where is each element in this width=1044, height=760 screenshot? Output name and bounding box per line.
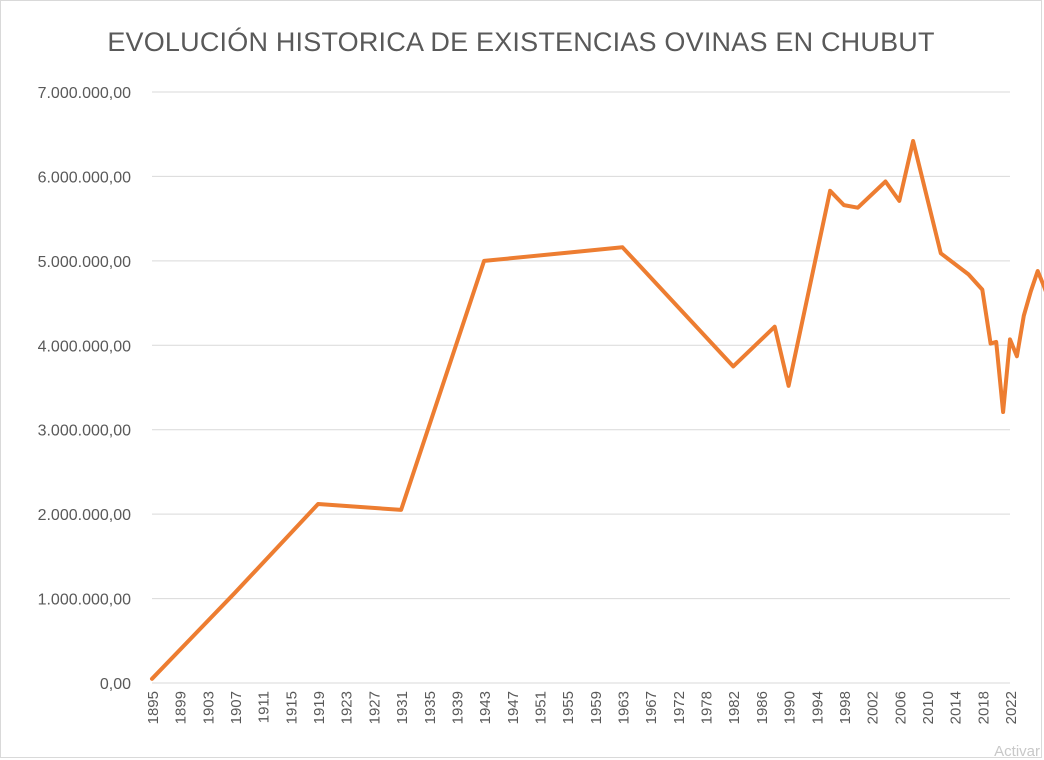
y-tick-label: 4.000.000,00 bbox=[38, 338, 132, 355]
x-tick-label: 1947 bbox=[505, 691, 522, 724]
x-tick-label: 1927 bbox=[366, 691, 383, 724]
activation-watermark: Activar bbox=[994, 743, 1040, 760]
x-tick-label: 1978 bbox=[699, 691, 716, 724]
y-tick-label: 5.000.000,00 bbox=[38, 254, 132, 271]
x-tick-label: 2002 bbox=[865, 691, 882, 724]
x-tick-label: 1915 bbox=[283, 691, 300, 724]
x-tick-label: 1903 bbox=[200, 691, 217, 724]
x-tick-label: 1907 bbox=[228, 691, 245, 724]
x-tick-label: 1963 bbox=[616, 691, 633, 724]
series-line bbox=[150, 139, 1044, 681]
series-layer bbox=[150, 139, 1044, 681]
gridlines bbox=[152, 91, 1010, 684]
x-tick-label: 1990 bbox=[782, 691, 799, 724]
x-tick-label: 1923 bbox=[339, 691, 356, 724]
y-tick-label: 0,00 bbox=[100, 676, 131, 693]
x-tick-label: 2014 bbox=[948, 691, 965, 724]
x-tick-label: 2022 bbox=[1003, 691, 1020, 724]
y-tick-label: 1.000.000,00 bbox=[38, 592, 132, 609]
x-tick-label: 1899 bbox=[173, 691, 190, 724]
x-tick-label: 1972 bbox=[671, 691, 688, 724]
x-tick-label: 1935 bbox=[422, 691, 439, 724]
y-tick-label: 6.000.000,00 bbox=[38, 169, 132, 186]
x-tick-label: 1939 bbox=[449, 691, 466, 724]
chart-title: EVOLUCIÓN HISTORICA DE EXISTENCIAS OVINA… bbox=[107, 27, 935, 57]
x-axis: 1895 1899 1903 1907 1911 1915 1919 1923 1927 1931… bbox=[145, 691, 1020, 724]
x-tick-label: 1998 bbox=[837, 691, 854, 724]
x-tick-label: 1919 bbox=[311, 691, 328, 724]
x-tick-label: 1931 bbox=[394, 691, 411, 724]
x-tick-label: 1955 bbox=[560, 691, 577, 724]
x-tick-label: 1986 bbox=[754, 691, 771, 724]
y-axis: 0,00 1.000.000,00 2.000.000,00 3.000.000,00… bbox=[38, 85, 132, 693]
x-tick-label: 2018 bbox=[975, 691, 992, 724]
x-tick-label: 1895 bbox=[145, 691, 162, 724]
x-tick-label: 1951 bbox=[532, 691, 549, 724]
x-tick-label: 1994 bbox=[809, 691, 826, 724]
x-tick-label: 2010 bbox=[920, 691, 937, 724]
x-tick-label: 1982 bbox=[726, 691, 743, 724]
x-tick-label: 2006 bbox=[892, 691, 909, 724]
y-tick-label: 7.000.000,00 bbox=[38, 85, 132, 102]
x-tick-label: 1911 bbox=[256, 691, 273, 723]
x-tick-label: 1943 bbox=[477, 691, 494, 724]
y-tick-label: 2.000.000,00 bbox=[38, 507, 132, 524]
x-tick-label: 1959 bbox=[588, 691, 605, 724]
x-tick-label: 1967 bbox=[643, 691, 660, 724]
y-tick-label: 3.000.000,00 bbox=[38, 423, 132, 440]
